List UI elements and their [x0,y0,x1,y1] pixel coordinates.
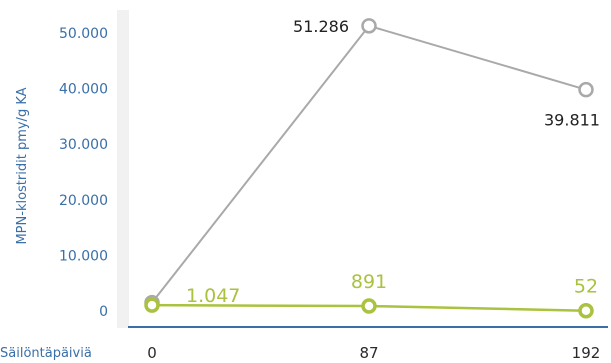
data-label: 891 [351,271,387,293]
series-lines [151,24,587,312]
x-axis-title: Säilöntäpäiviä [0,346,92,361]
y-tick-labels: 0 10.000 20.000 30.000 40.000 50.000 [59,26,108,320]
x-tick-label: 0 [147,344,157,362]
y-tick-label: 10.000 [59,248,108,264]
data-label: 51.286 [293,17,349,36]
y-tick-label: 50.000 [59,26,108,42]
data-point [578,302,594,319]
data-point [361,298,377,314]
data-label: 1.047 [186,285,240,307]
y-tick-label: 0 [99,304,108,320]
data-labels: 51.286 39.811 1.047 891 52 [186,17,600,307]
data-label: 52 [574,276,598,298]
series-line-1 [151,24,587,304]
data-point [361,18,377,34]
data-point [578,81,594,98]
data-point [144,297,160,313]
x-tick-label: 87 [359,344,378,362]
y-tick-label: 20.000 [59,193,108,209]
y-axis-band [117,10,129,328]
x-tick-labels: 0 87 192 [147,344,600,362]
series-points [144,18,594,319]
y-tick-label: 30.000 [59,137,108,153]
data-label: 39.811 [544,111,600,130]
y-tick-label: 40.000 [59,82,108,98]
x-tick-label: 192 [572,344,601,362]
y-axis-title: MPN-klostridit pmy/g KA [15,87,30,244]
